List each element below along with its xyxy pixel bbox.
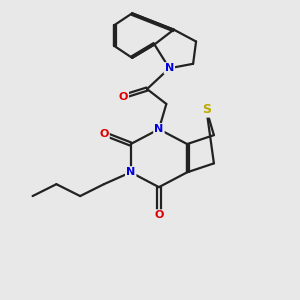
Text: O: O (118, 92, 128, 101)
Text: N: N (154, 124, 164, 134)
Text: N: N (165, 63, 174, 73)
Text: O: O (99, 129, 109, 139)
Text: S: S (202, 103, 211, 116)
Text: O: O (154, 210, 164, 220)
Text: N: N (126, 167, 135, 177)
